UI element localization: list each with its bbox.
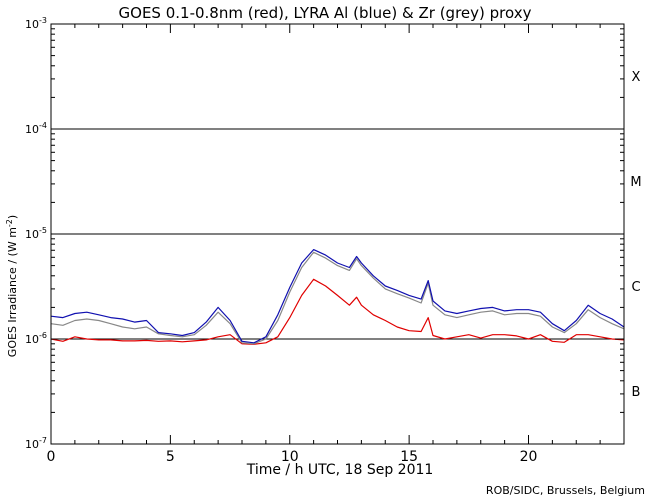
x-axis-ticks: 0 5 10 15 20 [47, 24, 625, 465]
flare-class-label: X [632, 70, 641, 85]
y-tick-label: 10-4 [25, 121, 47, 136]
flare-class-label: B [632, 385, 641, 400]
y-axis-label-exponent: -2 [5, 219, 14, 227]
flare-class-label: M [630, 175, 641, 190]
series-lines [50, 249, 625, 345]
y-axis-ticks: 10-3 10-4 10-5 10-6 10-7 [25, 16, 624, 451]
y-tick-label: 10-7 [25, 436, 47, 451]
x-tick-label: 10 [281, 449, 299, 465]
reference-lines [51, 128, 624, 340]
x-tick-label: 0 [47, 449, 56, 465]
flare-class-label: C [631, 280, 640, 295]
x-tick-label: 5 [166, 449, 175, 465]
credit-text: ROB/SIDC, Brussels, Belgium [486, 484, 645, 497]
x-tick-label: 20 [520, 449, 538, 465]
y-axis-label-close: ) [6, 215, 19, 219]
y-tick-label: 10-3 [25, 16, 47, 31]
y-tick-label: 10-5 [25, 226, 47, 241]
y-axis-label: GOES Irradiance / (W m-2) [5, 215, 19, 357]
x-axis-label: Time / h UTC, 18 Sep 2011 [246, 462, 434, 478]
series-line-lyra-zr-proxy [50, 251, 625, 345]
series-line-lyra-al-proxy [50, 249, 625, 344]
y-axis-label-main: GOES Irradiance / (W m [6, 227, 19, 357]
chart-title: GOES 0.1-0.8nm (red), LYRA Al (blue) & Z… [119, 4, 532, 22]
flare-class-labels: X M C B [630, 70, 641, 400]
x-tick-label: 15 [400, 449, 418, 465]
y-tick-label: 10-6 [25, 331, 47, 346]
series-line-goes-0-1-0-8nm [50, 278, 625, 345]
